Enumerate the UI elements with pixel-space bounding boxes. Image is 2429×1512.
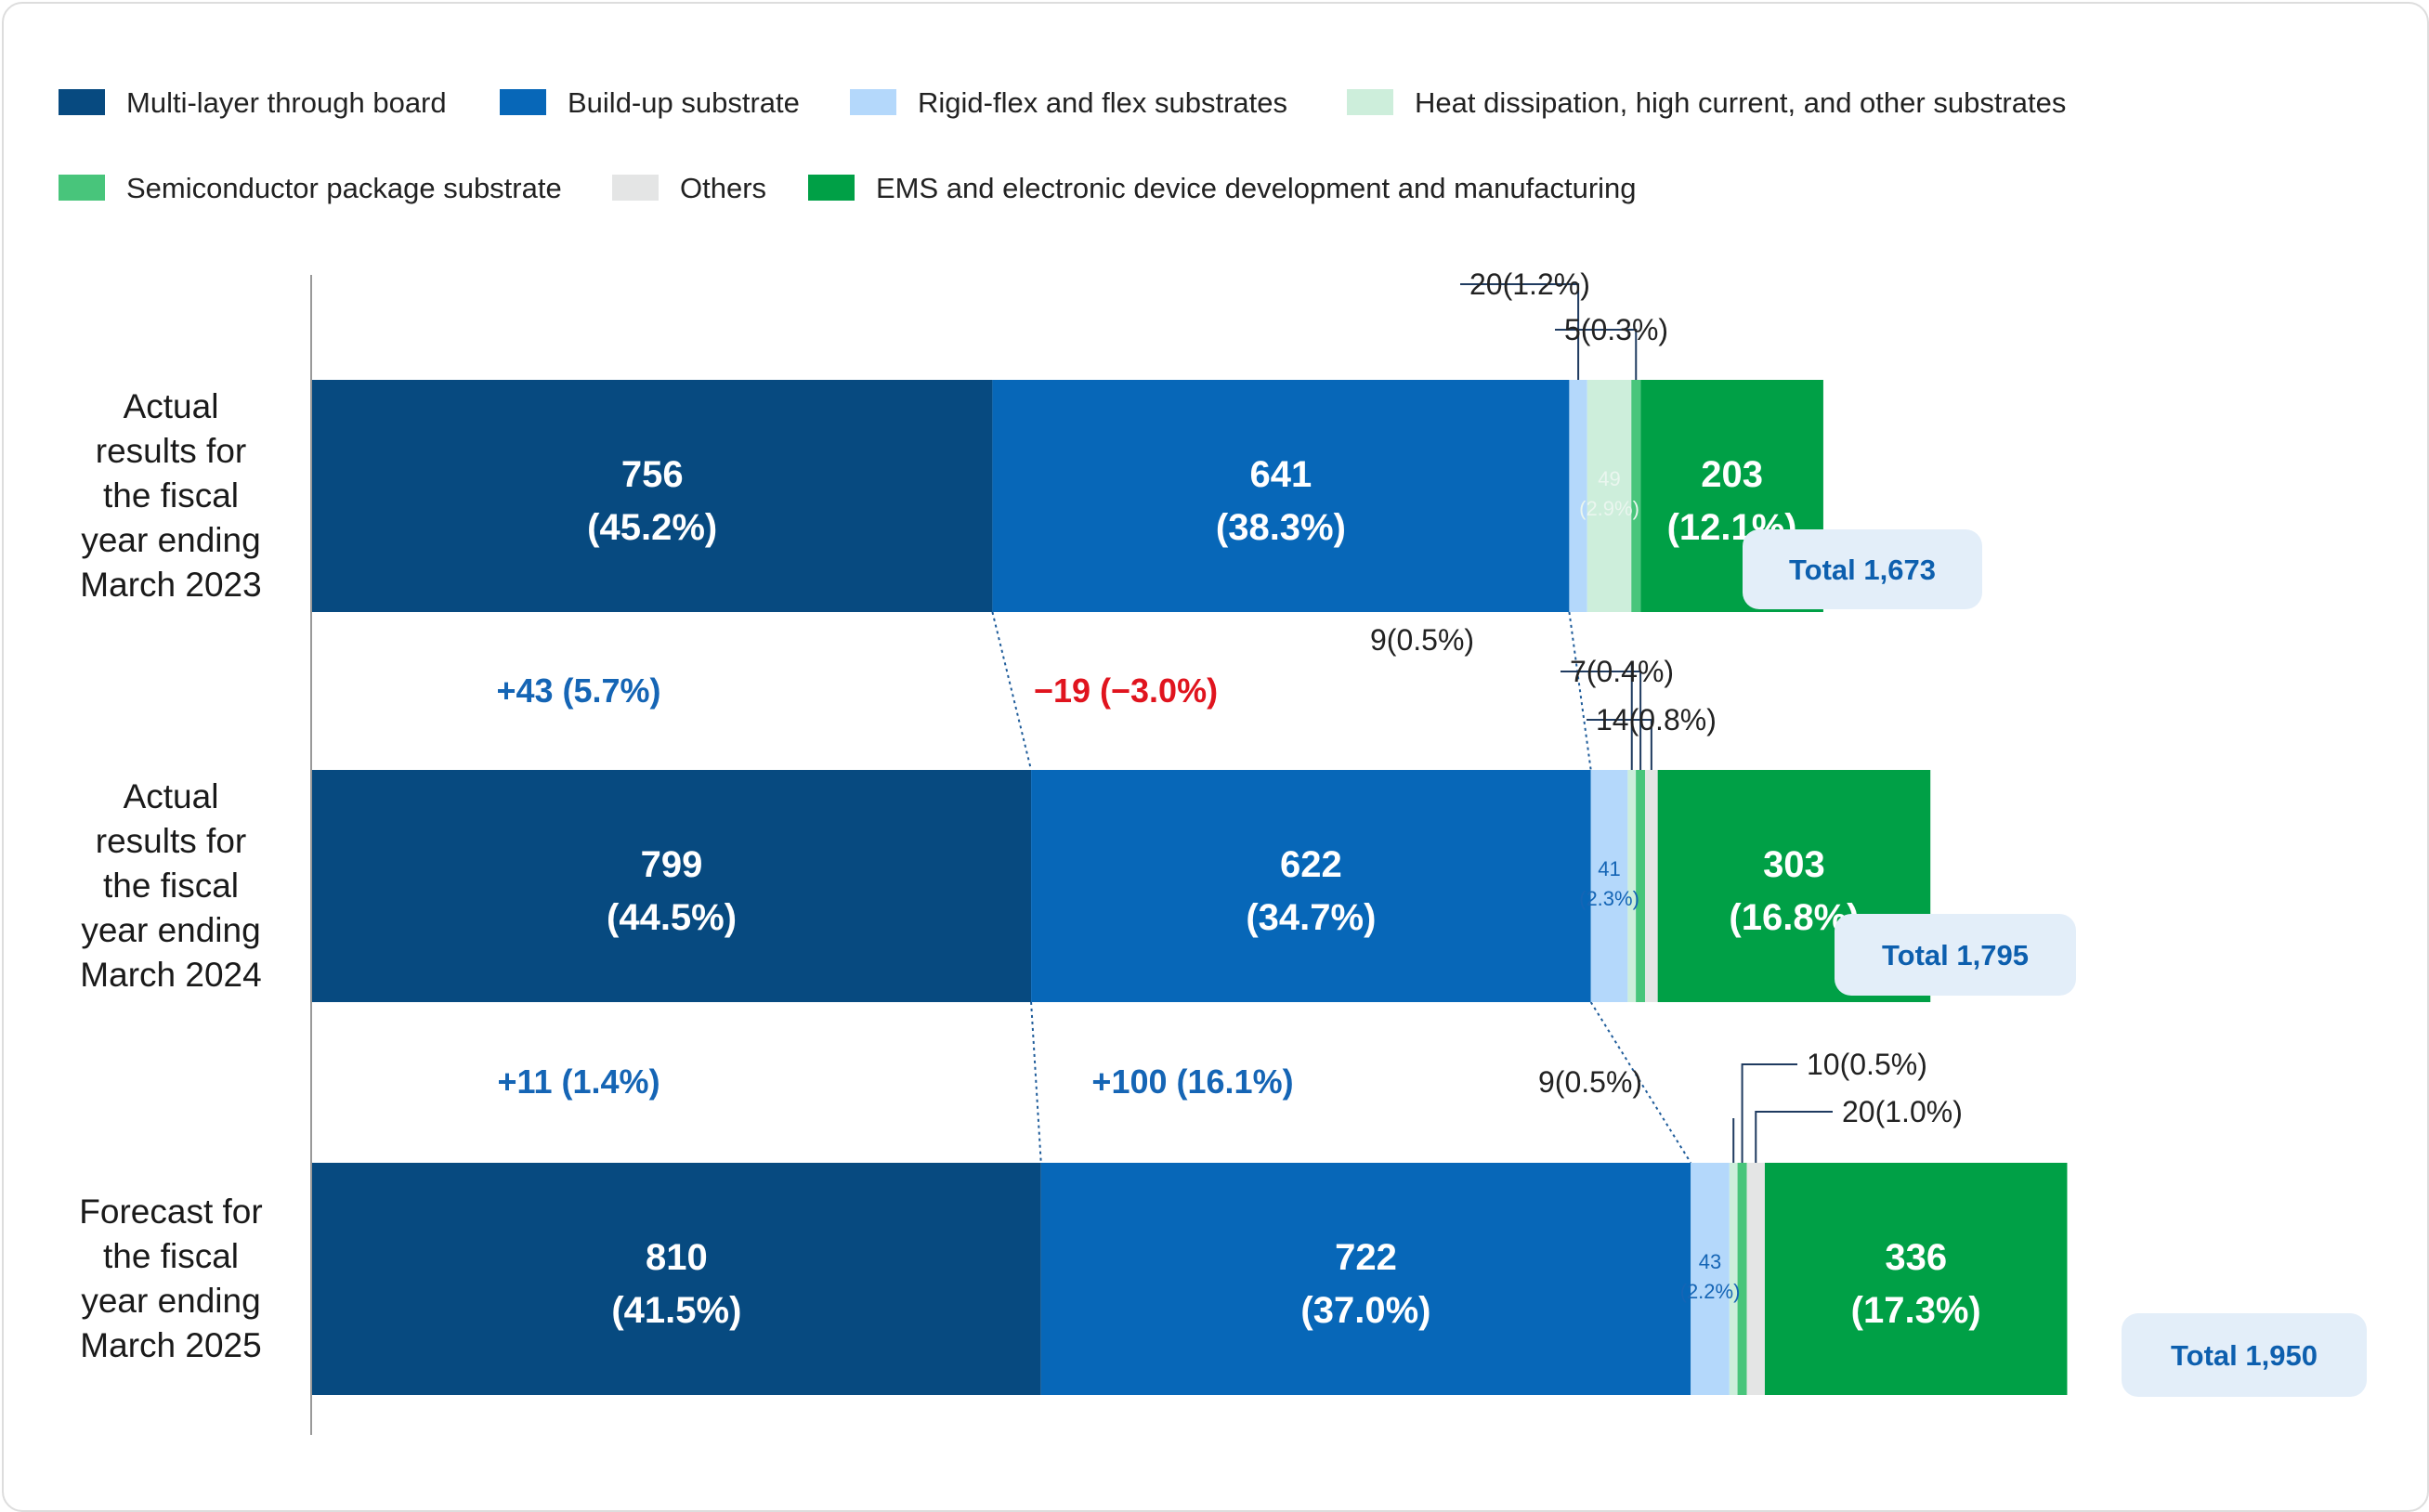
data-label: 336 (1885, 1237, 1947, 1278)
legend-label: Others (680, 172, 766, 204)
callout-label: 7(0.4%) (1570, 655, 1674, 688)
callout-line (1741, 1063, 1797, 1163)
connector-line (991, 611, 1033, 771)
bar-segment (1691, 1163, 1730, 1395)
bar-segment (1040, 1163, 1691, 1395)
legend-label: Rigid-flex and flex substrates (918, 86, 1287, 119)
bar-segment (1627, 770, 1637, 1002)
legend-swatch (59, 175, 105, 201)
change-label: +100 (16.1%) (1091, 1062, 1293, 1101)
data-label: (37.0%) (1300, 1290, 1430, 1331)
data-label: 43 (1699, 1250, 1721, 1273)
bar-segment (312, 1163, 1041, 1395)
bar-segment (1569, 380, 1587, 612)
total-label: Total 1,795 (1882, 939, 2029, 971)
category-label: March 2024 (80, 956, 261, 994)
legend-swatch (500, 89, 546, 115)
data-label: (2.9%) (1579, 497, 1639, 520)
data-label: (2.3%) (1579, 887, 1639, 910)
data-label: (34.7%) (1246, 897, 1376, 938)
legend-swatch (808, 175, 855, 201)
legend-label: Build-up substrate (568, 86, 800, 119)
bar-segment (1746, 1163, 1765, 1395)
callout-label: 10(0.5%) (1807, 1048, 1927, 1081)
category-label: the fiscal (103, 867, 239, 905)
connector-line (1589, 1001, 1692, 1164)
category-label: year ending (81, 911, 260, 949)
category-label: Actual (124, 387, 219, 425)
callout-label: 9(0.5%) (1370, 623, 1474, 657)
data-label: (41.5%) (611, 1290, 741, 1331)
connector-line (1030, 1001, 1042, 1164)
bar-segment (312, 770, 1032, 1002)
category-label: Actual (124, 777, 219, 815)
category-label: the fiscal (103, 476, 239, 515)
total-label: Total 1,950 (2171, 1339, 2318, 1372)
bar-segment (1764, 1163, 2068, 1395)
bar-segment (992, 380, 1570, 612)
data-label: 722 (1335, 1237, 1397, 1278)
callout-line (1555, 329, 1638, 380)
bar-segment (1729, 1163, 1738, 1395)
total-label: Total 1,673 (1789, 554, 1936, 586)
data-label: 810 (646, 1237, 708, 1278)
category-label: results for (96, 822, 246, 860)
callout-label: 20(1.0%) (1842, 1095, 1963, 1128)
data-label: 799 (641, 844, 703, 885)
callout-label: 20(1.2%) (1469, 267, 1590, 301)
data-label: 41 (1598, 857, 1620, 880)
legend-label: EMS and electronic device development an… (876, 172, 1637, 204)
data-label: (44.5%) (607, 897, 737, 938)
total-badge (1835, 914, 2076, 996)
data-label: (45.2%) (587, 507, 717, 548)
category-label: year ending (81, 521, 260, 559)
total-badge (1743, 529, 1982, 609)
callout-label: 5(0.3%) (1564, 313, 1668, 346)
data-label: (2.2%) (1680, 1280, 1741, 1303)
data-label: 641 (1250, 454, 1312, 495)
bar-segment (312, 380, 993, 612)
category-label: March 2025 (80, 1326, 261, 1364)
legend-swatch (850, 89, 896, 115)
legend-swatch (612, 175, 659, 201)
bar-segment (1031, 770, 1591, 1002)
bar-segment (1590, 770, 1628, 1002)
callout-line (1587, 719, 1652, 770)
bar-segment (1636, 770, 1646, 1002)
connector-line (1568, 611, 1592, 771)
change-label: −19 (−3.0%) (1034, 671, 1218, 710)
callout-label: 14(0.8%) (1596, 703, 1717, 736)
category-label: year ending (81, 1282, 260, 1320)
legend-label: Heat dissipation, high current, and othe… (1415, 86, 2066, 119)
legend-label: Multi-layer through board (126, 86, 447, 119)
category-label: the fiscal (103, 1237, 239, 1275)
bar-segment (1631, 380, 1641, 612)
change-label: +11 (1.4%) (497, 1062, 659, 1101)
data-label: 756 (621, 454, 684, 495)
bar-segment (1737, 1163, 1747, 1395)
legend-swatch (59, 89, 105, 115)
callout-line (1460, 283, 1580, 380)
category-label: results for (96, 432, 246, 470)
callout-line (1755, 1111, 1833, 1163)
bar-segment (1645, 770, 1658, 1002)
callout-label: 9(0.5%) (1538, 1065, 1642, 1099)
data-label: (38.3%) (1216, 507, 1346, 548)
data-label: 622 (1280, 844, 1342, 885)
legend-label: Semiconductor package substrate (126, 172, 562, 204)
data-label: 203 (1701, 454, 1763, 495)
total-badge (2122, 1313, 2367, 1397)
data-label: 303 (1763, 844, 1825, 885)
bar-segment (1587, 380, 1632, 612)
category-label: March 2023 (80, 566, 261, 604)
data-label: 49 (1598, 467, 1620, 490)
legend-swatch (1347, 89, 1393, 115)
change-label: +43 (5.7%) (496, 671, 660, 710)
category-label: Forecast for (79, 1193, 262, 1231)
data-label: (17.3%) (1851, 1290, 1981, 1331)
callout-line (1561, 671, 1642, 770)
